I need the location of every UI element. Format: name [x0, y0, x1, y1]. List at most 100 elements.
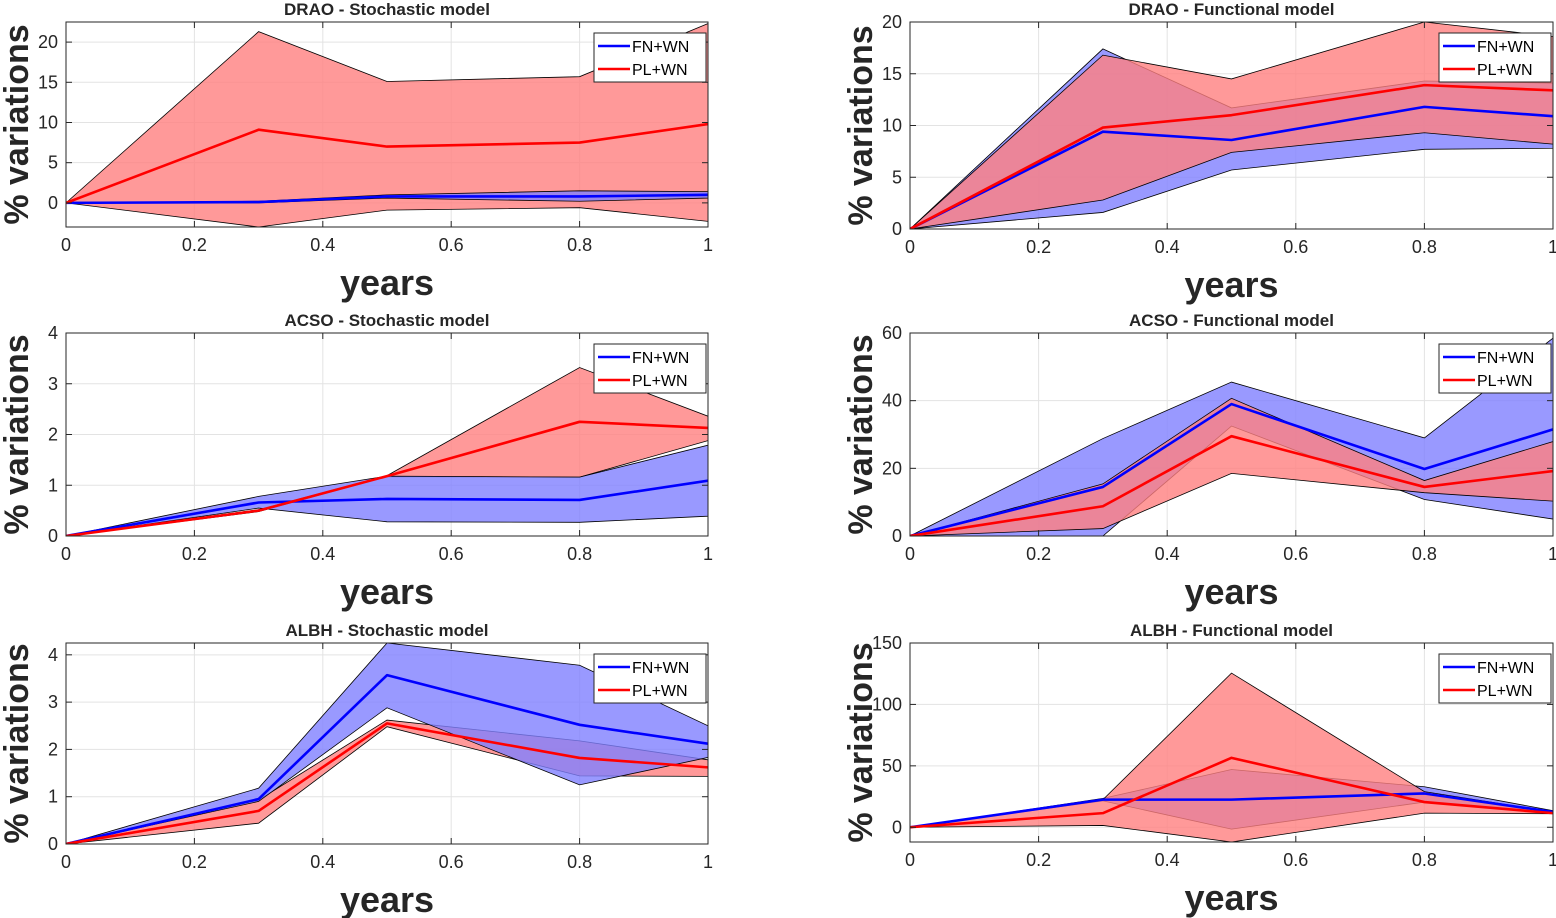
y-tick-label: 4	[48, 645, 58, 665]
legend: FN+WN PL+WN	[1438, 343, 1552, 394]
legend-box	[593, 32, 707, 83]
x-tick-label: 0	[61, 544, 71, 564]
y-tick-label: 2	[48, 425, 58, 445]
x-tick-label: 0.8	[1412, 850, 1437, 870]
chart-title: ALBH - Functional model	[1130, 621, 1333, 640]
series-line-pl-wn	[66, 722, 708, 844]
chart-panel-4: ACSO - Functional model 0 0.2 0.4 0.6 0.8 1 0 20…	[842, 311, 1556, 612]
legend-label: FN+WN	[1477, 660, 1534, 677]
y-axis-label: % variations	[842, 334, 880, 534]
x-axis-label: years	[1184, 877, 1278, 918]
series-line-fn-wn	[910, 105, 1553, 229]
plot-area	[910, 22, 1553, 229]
plot-area	[66, 23, 708, 227]
y-tick-label: 10	[882, 116, 902, 136]
x-axis-label: years	[340, 262, 434, 303]
x-tick-label: 0.4	[1155, 850, 1180, 870]
series-line-pl-wn	[66, 122, 708, 205]
legend-label: PL+WN	[1477, 373, 1533, 390]
legend-label: FN+WN	[632, 39, 689, 56]
x-tick-label: 1	[1548, 544, 1556, 564]
series-line-pl-wn	[910, 434, 1553, 536]
y-tick-label: 5	[48, 153, 58, 173]
x-axis-label: years	[1184, 264, 1278, 305]
x-tick-label: 0.8	[1412, 544, 1437, 564]
x-tick-label: 0.6	[439, 235, 464, 255]
series-line-fn-wn	[66, 193, 708, 205]
axes-frame	[65, 642, 709, 845]
x-axis-label: years	[340, 879, 434, 918]
x-tick-label: 0.8	[567, 852, 592, 872]
y-tick-label: 100	[872, 694, 902, 714]
x-tick-label: 1	[703, 544, 713, 564]
y-tick-label: 20	[38, 32, 58, 52]
x-tick-label: 0	[61, 852, 71, 872]
x-tick-label: 0	[905, 544, 915, 564]
x-tick-label: 1	[1548, 850, 1556, 870]
plot-area	[66, 643, 708, 844]
legend-label: PL+WN	[632, 683, 688, 700]
y-tick-label: 3	[48, 692, 58, 712]
x-tick-label: 0.6	[439, 544, 464, 564]
legend-box	[1438, 653, 1552, 704]
x-tick-label: 0.6	[1283, 850, 1308, 870]
legend: FN+WN PL+WN	[1438, 32, 1552, 83]
legend-box	[1438, 32, 1552, 83]
x-tick-label: 0.6	[439, 852, 464, 872]
axes-frame	[65, 21, 709, 228]
legend-label: FN+WN	[1477, 350, 1534, 367]
x-tick-label: 0.4	[1155, 544, 1180, 564]
x-tick-label: 0.4	[1155, 237, 1180, 257]
series-line-pl-wn	[66, 420, 708, 536]
y-axis-label: % variations	[842, 25, 880, 225]
legend-box	[1438, 343, 1552, 394]
x-tick-label: 0.2	[1026, 850, 1051, 870]
x-tick-label: 0.4	[310, 852, 335, 872]
y-tick-label: 2	[48, 739, 58, 759]
y-tick-label: 15	[38, 72, 58, 92]
y-tick-label: 150	[872, 633, 902, 653]
y-tick-label: 60	[882, 323, 902, 343]
x-axis-label: years	[340, 571, 434, 612]
y-tick-label: 10	[38, 112, 58, 132]
legend-label: PL+WN	[1477, 62, 1533, 79]
y-tick-label: 1	[48, 475, 58, 495]
x-tick-label: 0.2	[1026, 237, 1051, 257]
x-tick-label: 0.2	[182, 852, 207, 872]
confidence-band-pl-wn	[66, 23, 708, 227]
axes-frame	[909, 642, 1554, 843]
plot-area	[910, 337, 1553, 536]
y-tick-label: 0	[892, 817, 902, 837]
x-tick-label: 0.6	[1283, 237, 1308, 257]
legend-label: FN+WN	[1477, 39, 1534, 56]
legend: FN+WN PL+WN	[593, 343, 707, 394]
plot-area	[66, 367, 708, 536]
legend-box	[593, 653, 707, 704]
legend-label: PL+WN	[1477, 683, 1533, 700]
plot-area	[910, 672, 1553, 842]
legend: FN+WN PL+WN	[593, 32, 707, 83]
chart-title: ACSO - Stochastic model	[285, 311, 490, 330]
x-tick-label: 0	[905, 237, 915, 257]
x-tick-label: 0.4	[310, 235, 335, 255]
legend-label: PL+WN	[632, 62, 688, 79]
chart-title: ACSO - Functional model	[1129, 311, 1334, 330]
y-tick-label: 0	[892, 219, 902, 239]
chart-panel-3: ACSO - Stochastic model 0 0.2 0.4 0.6 0.8 1 0 1 2…	[0, 311, 713, 612]
y-tick-label: 20	[882, 458, 902, 478]
confidence-band-fn-wn	[66, 444, 708, 536]
y-tick-label: 15	[882, 64, 902, 84]
x-tick-label: 0.8	[567, 235, 592, 255]
y-tick-label: 0	[48, 526, 58, 546]
y-tick-label: 5	[892, 167, 902, 187]
x-tick-label: 0.2	[1026, 544, 1051, 564]
x-tick-label: 0.2	[182, 235, 207, 255]
x-tick-label: 0	[905, 850, 915, 870]
y-axis-label: % variations	[0, 24, 36, 224]
chart-panel-5: ALBH - Stochastic model 0 0.2 0.4 0.6 0.8 1 0 1 2…	[0, 621, 713, 918]
y-tick-label: 4	[48, 323, 58, 343]
x-tick-label: 0.4	[310, 544, 335, 564]
